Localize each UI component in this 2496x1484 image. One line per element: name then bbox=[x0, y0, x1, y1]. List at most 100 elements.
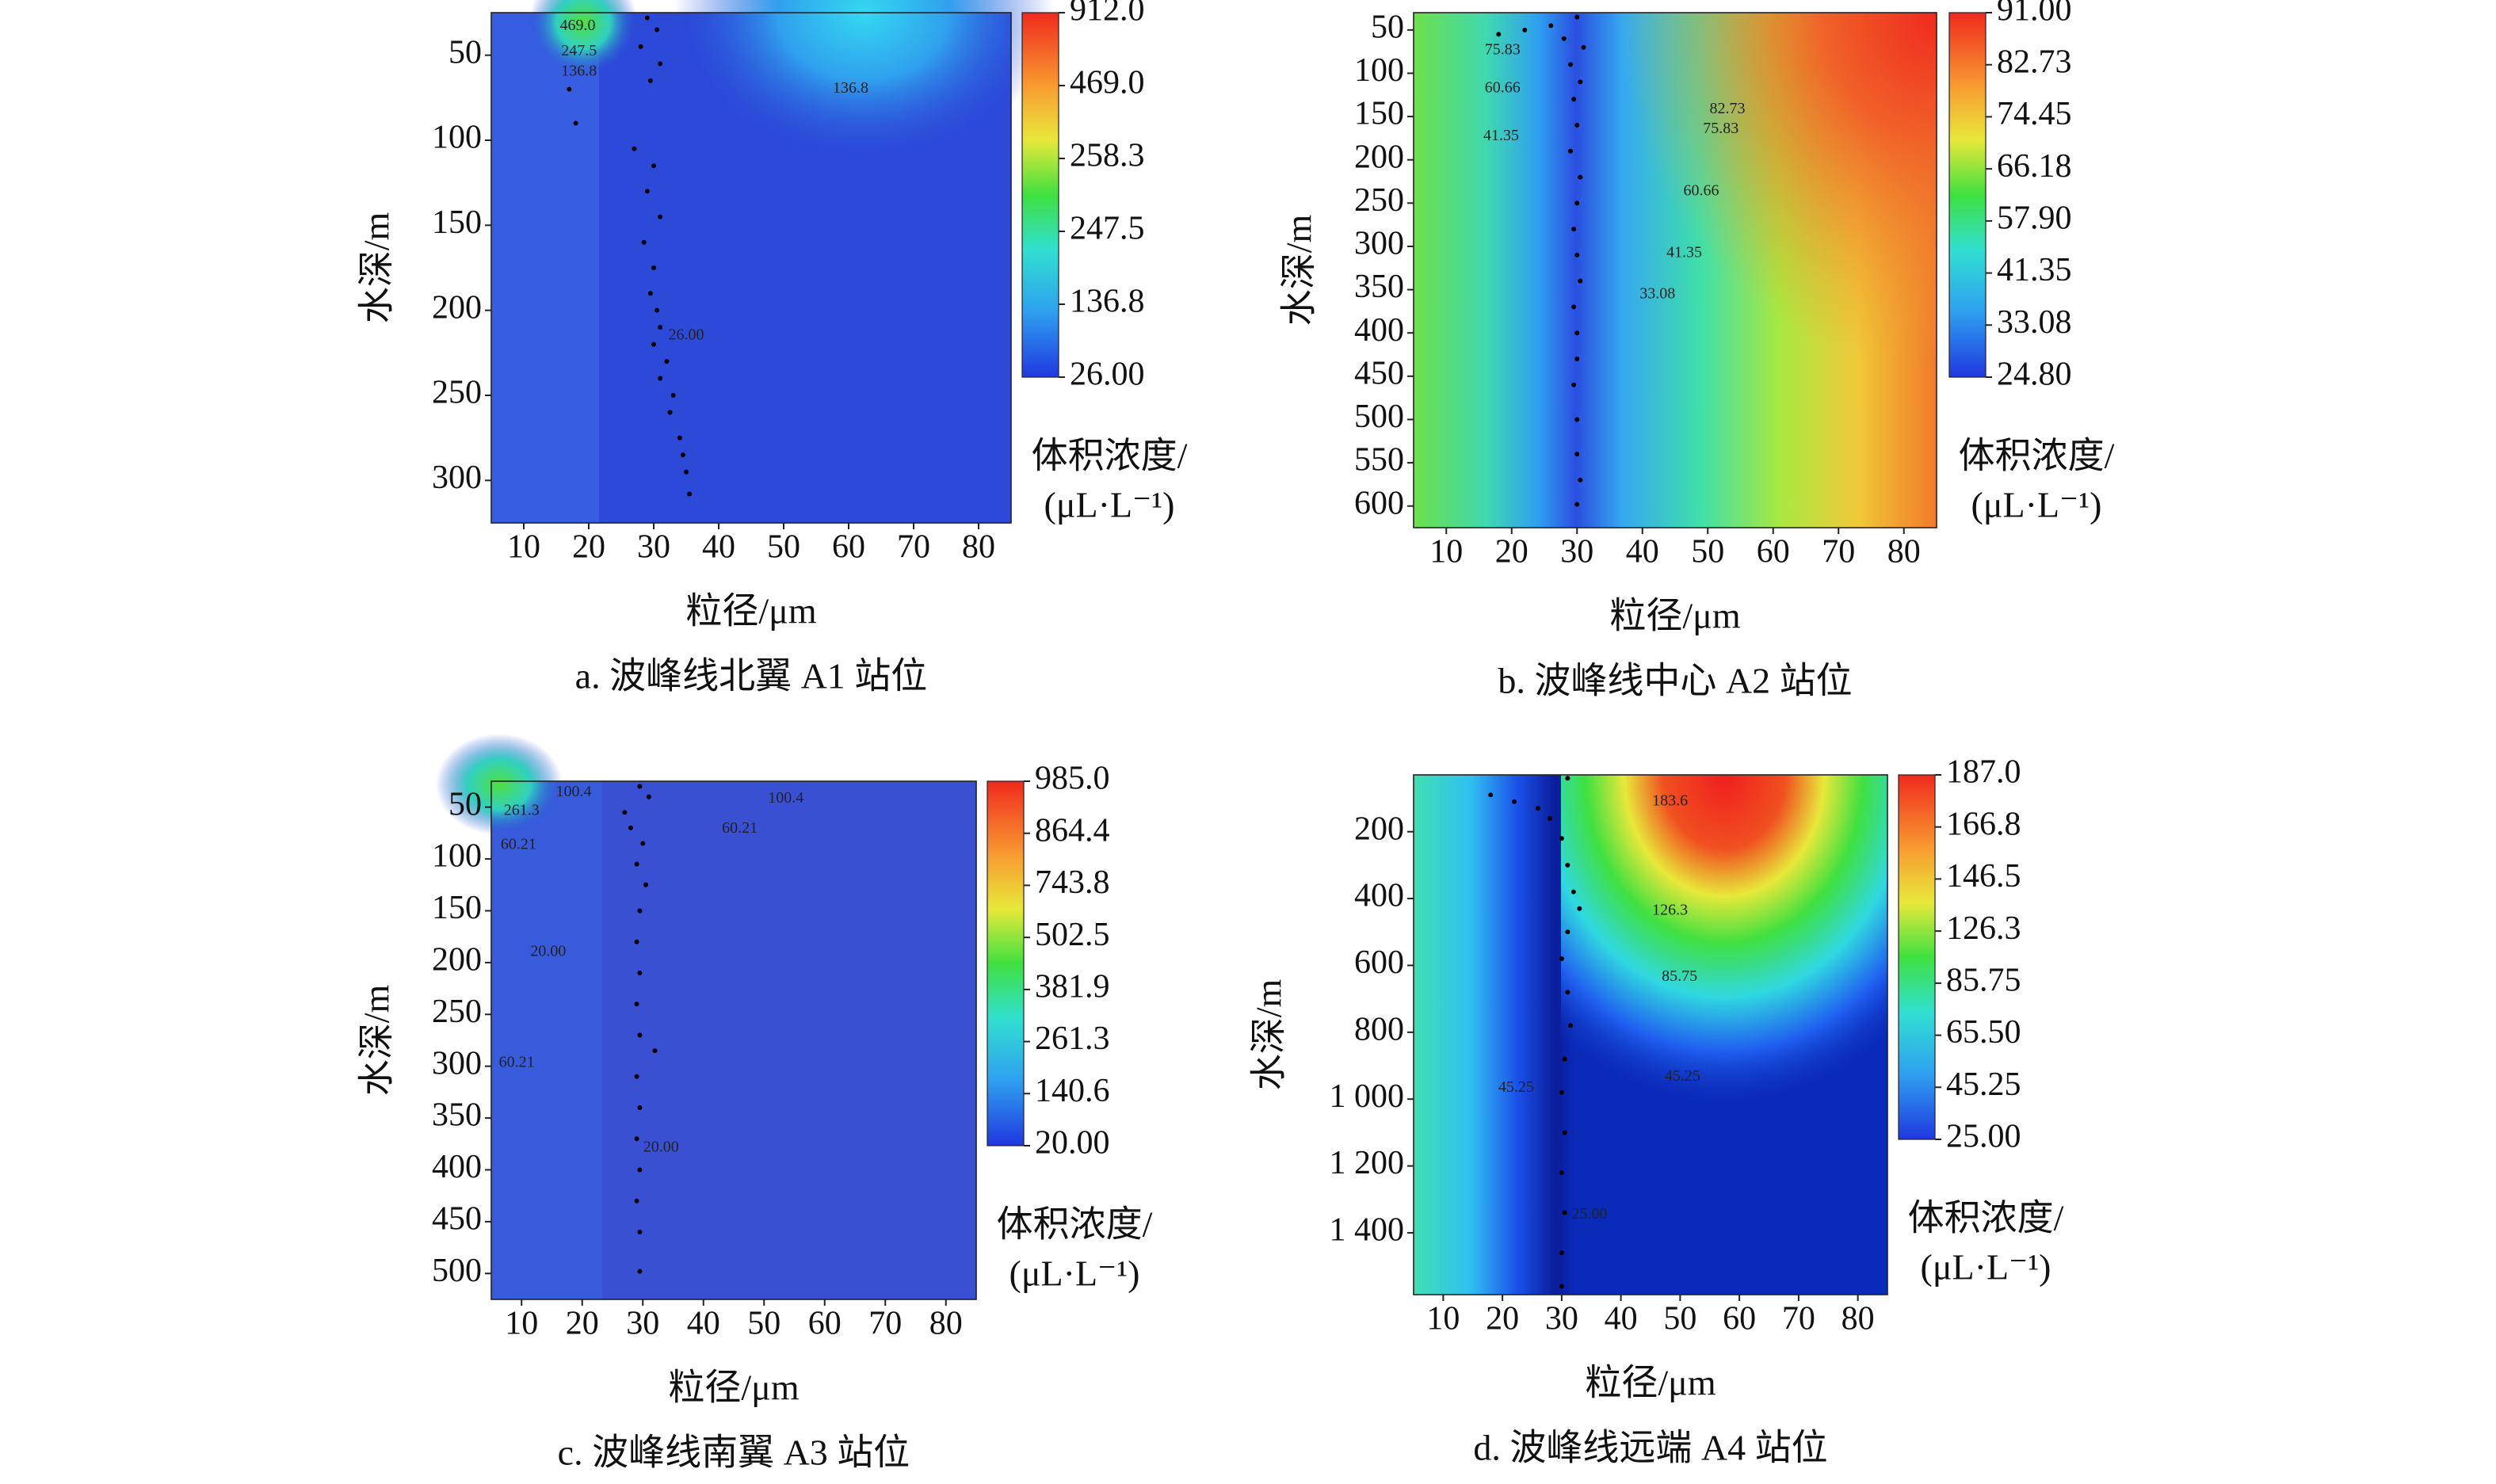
contour-label: 60.66 bbox=[1684, 182, 1719, 200]
contour-label: 100.4 bbox=[768, 789, 803, 807]
y-tick-label: 400 bbox=[1354, 878, 1404, 914]
y-tick-label: 150 bbox=[1354, 96, 1404, 132]
data-point bbox=[622, 810, 628, 815]
colorbar-tick-label: 25.00 bbox=[1946, 1119, 2021, 1155]
caption: c. 波峰线南翼 A3 站位 bbox=[558, 1432, 910, 1473]
y-tick-label: 450 bbox=[1354, 355, 1404, 391]
data-point bbox=[658, 214, 663, 219]
data-point bbox=[1570, 889, 1576, 895]
data-point bbox=[634, 1074, 639, 1079]
data-point bbox=[640, 841, 646, 846]
y-tick-label: 300 bbox=[432, 1045, 482, 1082]
x-axis-label: 粒径/μm bbox=[1585, 1363, 1716, 1403]
colorbar-label: (μL·L⁻¹) bbox=[1971, 485, 2102, 525]
data-point bbox=[1574, 123, 1580, 128]
y-axis-label: 水深/m bbox=[1249, 979, 1289, 1091]
x-tick-label: 60 bbox=[1723, 1301, 1756, 1337]
y-tick-label: 150 bbox=[432, 890, 482, 926]
data-point bbox=[1559, 1250, 1564, 1256]
x-tick-label: 30 bbox=[1545, 1301, 1578, 1337]
contour-label: 82.73 bbox=[1710, 100, 1746, 117]
y-tick-label: 1 000 bbox=[1330, 1078, 1405, 1115]
contour-label: 75.83 bbox=[1703, 120, 1738, 137]
x-tick-label: 20 bbox=[572, 529, 605, 566]
colorbar-tick-label: 66.18 bbox=[1997, 148, 2072, 185]
colorbar-tick-label: 743.8 bbox=[1035, 864, 1110, 901]
x-tick-label: 40 bbox=[702, 529, 735, 566]
data-point bbox=[1496, 32, 1502, 37]
y-tick-label: 200 bbox=[1354, 139, 1404, 175]
data-point bbox=[637, 970, 643, 975]
x-tick-label: 40 bbox=[1605, 1301, 1638, 1337]
colorbar-tick-label: 146.5 bbox=[1946, 858, 2021, 895]
y-tick-label: 500 bbox=[1354, 399, 1404, 435]
data-point bbox=[1559, 836, 1564, 841]
data-point bbox=[1571, 227, 1577, 232]
colorbar-tick-label: 24.80 bbox=[1997, 357, 2072, 393]
x-tick-label: 80 bbox=[929, 1306, 963, 1342]
data-point bbox=[677, 435, 682, 441]
data-point bbox=[1565, 929, 1570, 935]
contour-label: 85.75 bbox=[1662, 967, 1697, 985]
data-point bbox=[651, 265, 656, 270]
x-tick-label: 80 bbox=[1841, 1301, 1875, 1337]
colorbar-label: 体积浓度/ bbox=[1908, 1198, 2064, 1238]
data-point bbox=[1562, 1056, 1567, 1062]
data-point bbox=[655, 27, 660, 32]
y-axis-label: 水深/m bbox=[357, 212, 397, 324]
y-tick-label: 100 bbox=[432, 838, 482, 875]
x-tick-label: 20 bbox=[1495, 534, 1529, 570]
y-tick-label: 200 bbox=[1354, 811, 1404, 847]
colorbar-tick-label: 166.8 bbox=[1946, 806, 2021, 842]
colorbar-tick-label: 469.0 bbox=[1070, 65, 1145, 101]
contour-label: 20.00 bbox=[643, 1139, 679, 1156]
contour-label: 25.00 bbox=[1572, 1205, 1608, 1223]
colorbar-label: (μL·L⁻¹) bbox=[1921, 1247, 2051, 1288]
contour-label: 45.25 bbox=[1498, 1078, 1534, 1096]
y-axis-label: 水深/m bbox=[357, 985, 397, 1097]
data-point bbox=[637, 1229, 643, 1234]
colorbar-label: 体积浓度/ bbox=[997, 1204, 1153, 1245]
data-point bbox=[1547, 815, 1552, 821]
data-point bbox=[1568, 62, 1573, 67]
data-point bbox=[1568, 1023, 1574, 1028]
x-tick-label: 20 bbox=[1486, 1301, 1519, 1337]
x-tick-label: 70 bbox=[897, 529, 930, 566]
x-tick-label: 80 bbox=[962, 529, 995, 566]
x-tick-label: 50 bbox=[767, 529, 800, 566]
data-point bbox=[1578, 477, 1583, 483]
colorbar-tick-label: 20.00 bbox=[1035, 1125, 1110, 1162]
data-point bbox=[1559, 956, 1564, 962]
x-tick-label: 70 bbox=[868, 1306, 902, 1342]
data-point bbox=[651, 163, 656, 169]
data-point bbox=[1574, 330, 1580, 336]
data-point bbox=[637, 784, 643, 789]
data-point bbox=[687, 491, 693, 497]
colorbar-tick-label: 65.50 bbox=[1946, 1014, 2021, 1051]
contour-label: 41.35 bbox=[1666, 243, 1702, 261]
colorbar-tick-label: 126.3 bbox=[1946, 910, 2021, 947]
y-tick-label: 100 bbox=[1354, 52, 1404, 89]
data-point bbox=[1574, 14, 1580, 20]
colorbar bbox=[987, 780, 1025, 1146]
colorbar-tick-label: 187.0 bbox=[1946, 754, 2021, 791]
y-tick-label: 50 bbox=[1371, 9, 1404, 45]
colorbar-label: (μL·L⁻¹) bbox=[1009, 1253, 1140, 1294]
colorbar bbox=[1898, 774, 1936, 1140]
x-tick-label: 10 bbox=[1426, 1301, 1460, 1337]
data-point bbox=[670, 393, 676, 398]
data-point bbox=[644, 15, 650, 21]
data-point bbox=[1574, 452, 1580, 457]
x-tick-label: 20 bbox=[566, 1306, 599, 1342]
x-axis-label: 粒径/μm bbox=[685, 591, 816, 631]
y-tick-label: 350 bbox=[1354, 269, 1404, 305]
data-point bbox=[664, 359, 670, 364]
data-point bbox=[634, 939, 639, 944]
data-point bbox=[1565, 776, 1570, 781]
y-tick-label: 250 bbox=[432, 375, 482, 411]
x-tick-label: 70 bbox=[1782, 1301, 1815, 1337]
y-tick-label: 550 bbox=[1354, 442, 1404, 479]
x-tick-label: 60 bbox=[808, 1306, 842, 1342]
colorbar-tick-label: 33.08 bbox=[1997, 304, 2072, 341]
colorbar-tick-label: 261.3 bbox=[1035, 1020, 1110, 1057]
